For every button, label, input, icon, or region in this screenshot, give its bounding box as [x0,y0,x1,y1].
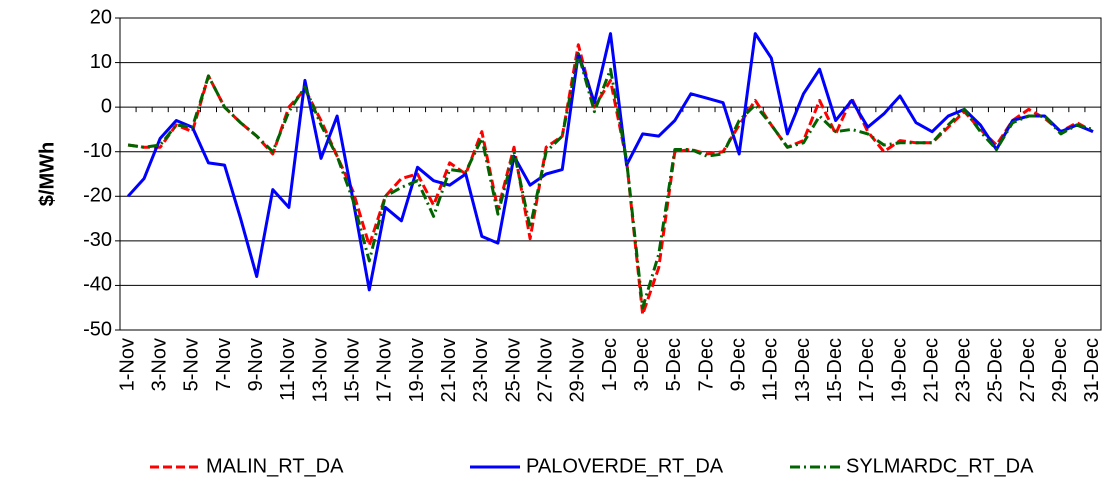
x-tick-label: 11-Nov [277,338,299,401]
y-tick-label: -20 [83,185,112,207]
x-tick-label: 3-Nov [148,338,170,391]
y-tick-label: 20 [90,6,112,28]
x-tick-label: 25-Dec [985,338,1007,402]
x-tick-label: 1-Nov [116,338,138,391]
y-tick-label: -30 [83,229,112,251]
y-tick-label: 0 [101,95,112,117]
legend-label: PALOVERDE_RT_DA [526,455,724,477]
series-line [127,43,1094,316]
x-tick-label: 29-Dec [1049,338,1071,402]
x-tick-label: 25-Nov [502,338,524,402]
x-tick-label: 7-Nov [213,338,235,391]
x-tick-label: 23-Nov [470,338,492,402]
x-tick-label: 19-Nov [406,338,428,402]
x-tick-label: 21-Nov [438,338,460,402]
x-tick-label: 23-Dec [953,338,975,402]
x-tick-label: 15-Dec [824,338,846,402]
y-tick-label: -50 [83,318,112,340]
x-tick-label: 5-Dec [663,338,685,391]
legend-label: SYLMARDC_RT_DA [846,455,1034,477]
x-tick-label: 11-Dec [760,338,782,401]
x-tick-label: 13-Nov [309,338,331,402]
x-tick-label: 9-Nov [245,338,267,391]
y-axis-label: $/MWh [36,142,58,206]
x-tick-label: 27-Dec [1017,338,1039,402]
x-tick-label: 21-Dec [920,338,942,402]
x-tick-label: 27-Nov [534,338,556,402]
x-tick-label: 17-Nov [374,338,396,402]
plot-frame [119,17,1102,331]
y-tick-label: -40 [83,274,112,296]
x-tick-label: 1-Dec [599,338,621,391]
x-tick-label: 3-Dec [631,338,653,391]
y-tick-label: 10 [90,51,112,73]
y-tick-label: -10 [83,140,112,162]
x-tick-label: 17-Dec [856,338,878,402]
x-tick-label: 13-Dec [792,338,814,402]
x-tick-label: 15-Nov [341,338,363,402]
legend-label: MALIN_RT_DA [206,455,344,477]
series-line [127,52,1094,310]
x-tick-label: 7-Dec [695,338,717,391]
series-line [126,32,1094,292]
x-tick-label: 31-Dec [1081,338,1103,402]
x-tick-label: 29-Nov [567,338,589,402]
x-tick-label: 9-Dec [727,338,749,391]
x-tick-label: 19-Dec [888,338,910,402]
x-tick-label: 5-Nov [181,338,203,391]
